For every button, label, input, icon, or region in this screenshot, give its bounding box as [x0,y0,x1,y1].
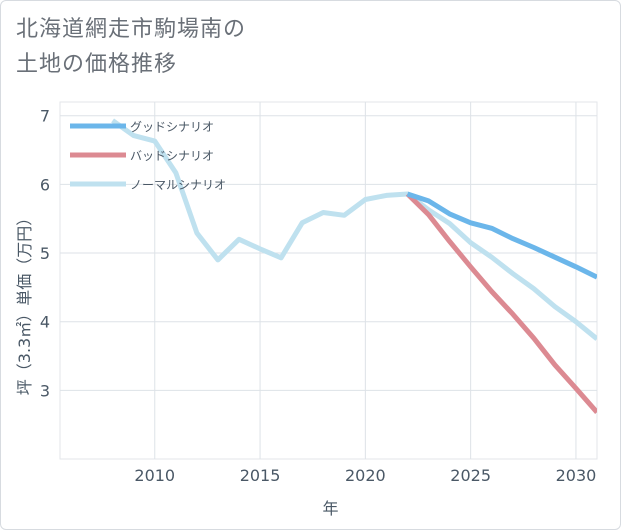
series-line-1 [406,191,597,280]
y-tick-label: 7 [40,107,50,126]
x-tick-label: 2025 [450,466,491,485]
y-axis-title: 坪（3.3㎡）単価（万円） [15,210,34,395]
legend-label-2: バッドシナリオ [130,149,214,163]
y-tick-label: 4 [40,313,50,332]
legend-label-1: グッドシナリオ [130,120,214,134]
series-line-2 [405,192,597,414]
x-tick-label: 2030 [556,466,597,485]
chart-title-line1: 北海道網走市駒場南の [16,17,247,42]
y-tick-label: 5 [40,244,50,263]
plot-area [59,101,598,460]
y-tick-label: 6 [40,175,50,194]
series-line-3 [111,118,597,341]
x-axis-title: 年 [322,499,338,518]
chart-title-line2: 土地の価格推移 [16,52,178,77]
y-tick-label: 3 [40,381,50,400]
x-tick-label: 2010 [134,466,175,485]
x-tick-label: 2015 [240,466,281,485]
x-tick-label: 2020 [345,466,386,485]
chart-title: 北海道網走市駒場南の 土地の価格推移 [16,12,246,82]
legend-label-3: ノーマルシナリオ [130,178,226,192]
